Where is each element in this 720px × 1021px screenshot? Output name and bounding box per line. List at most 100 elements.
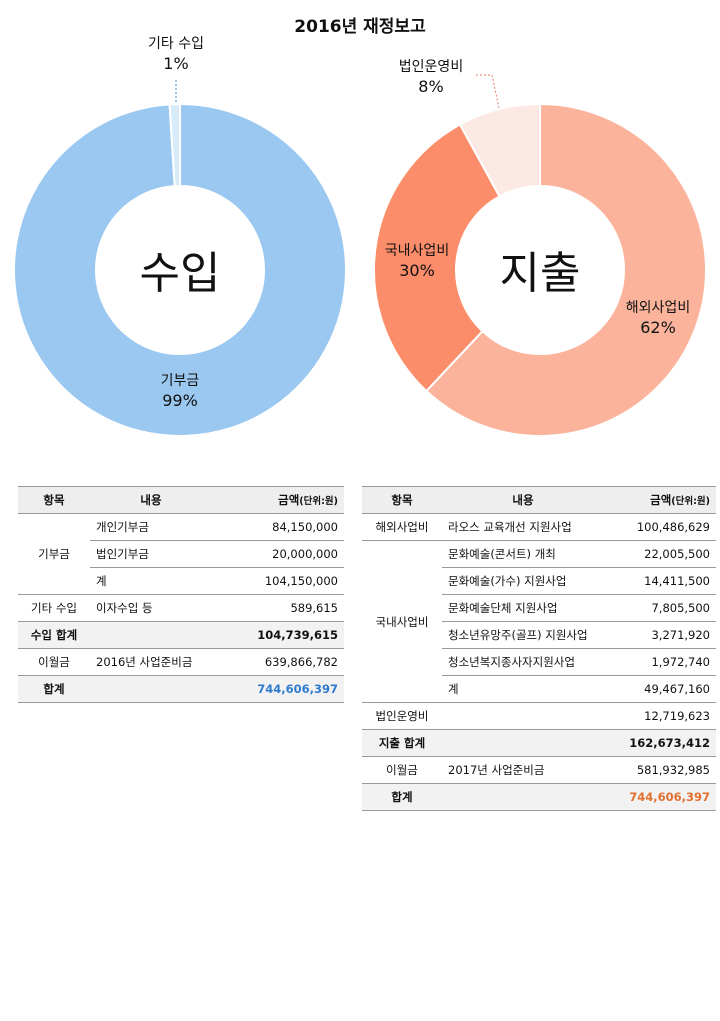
row-content: 2016년 사업준비금 — [90, 648, 212, 676]
slice-name-label: 기타 수입 — [148, 36, 204, 52]
row-amount: 20,000,000 — [212, 540, 344, 568]
table-row: 해외사업비 라오스 교육개선 지원사업 100,486,629 — [362, 513, 716, 541]
table-row: 계 49,467,160 — [362, 675, 716, 703]
subtotal-label: 수입 합계 — [18, 621, 90, 649]
row-content: 청소년유망주(골프) 지원사업 — [442, 621, 604, 649]
report-title: 2016년 재정보고 — [294, 17, 426, 37]
table-row: 이월금 2016년 사업준비금 639,866,782 — [18, 648, 344, 676]
row-content: 계 — [442, 675, 604, 703]
col-header-item: 항목 — [18, 486, 90, 514]
slice-name-label: 법인운영비 — [399, 59, 463, 75]
donut-slice-국내사업비 — [373, 123, 501, 393]
slice-pct-label: 8% — [418, 77, 443, 96]
subtotal-amount: 104,739,615 — [212, 621, 344, 649]
row-amount: 22,005,500 — [604, 540, 716, 568]
row-amount: 1,972,740 — [604, 648, 716, 676]
row-content: 계 — [90, 567, 212, 595]
row-amount: 581,932,985 — [604, 756, 716, 784]
row-amount: 589,615 — [212, 594, 344, 622]
table-row: 기부금 개인기부금 84,150,000 — [18, 513, 344, 595]
row-content: 2017년 사업준비금 — [442, 756, 604, 784]
row-amount: 14,411,500 — [604, 567, 716, 595]
table-row: 문화예술단체 지원사업 7,805,500 — [362, 594, 716, 622]
slice-name-label: 국내사업비 — [385, 243, 449, 259]
col-header-content: 내용 — [442, 486, 604, 514]
expense-leader-line — [476, 74, 500, 109]
total-label: 합계 — [362, 783, 442, 811]
overseas-item: 해외사업비 — [362, 513, 442, 541]
expense-subtotal-row: 지출 합계 162,673,412 — [362, 729, 716, 757]
row-content: 문화예술(가수) 지원사업 — [442, 567, 604, 595]
income-table: 항목 내용 금액(단위:원) 기부금 개인기부금 84,150,000 법인기부… — [18, 486, 344, 703]
expense-table: 항목 내용 금액(단위:원) 해외사업비 라오스 교육개선 지원사업 100,4… — [362, 486, 716, 811]
row-content: 법인기부금 — [90, 540, 212, 568]
row-content: 이자수입 등 — [90, 594, 212, 622]
row-content: 문화예술(콘서트) 개최 — [442, 540, 604, 568]
carry-item: 이월금 — [18, 648, 90, 676]
row-content: 라오스 교육개선 지원사업 — [442, 513, 604, 541]
total-label: 합계 — [18, 675, 90, 703]
slice-pct-label: 1% — [163, 54, 188, 73]
donut-slice-법인운영비 — [458, 102, 541, 198]
table-row: 청소년유망주(골프) 지원사업 3,271,920 — [362, 621, 716, 649]
col-header-amount: 금액(단위:원) — [212, 486, 344, 514]
donut-center-label: 지출 — [500, 248, 581, 299]
donut-slice-기부금 — [13, 102, 347, 437]
row-content: 청소년복지종사자지원사업 — [442, 648, 604, 676]
row-amount: 639,866,782 — [212, 648, 344, 676]
income-header-row: 항목 내용 금액(단위:원) — [18, 486, 344, 514]
table-row: 청소년복지종사자지원사업 1,972,740 — [362, 648, 716, 676]
expense-header-row: 항목 내용 금액(단위:원) — [362, 486, 716, 514]
domestic-item: 국내사업비 — [362, 540, 442, 703]
unit-label: (단위:원) — [671, 496, 710, 507]
row-amount: 49,467,160 — [604, 675, 716, 703]
total-empty — [442, 783, 604, 811]
slice-pct-label: 62% — [640, 318, 676, 337]
row-content — [442, 702, 604, 730]
donut-slice-기타 수입 — [168, 102, 181, 188]
amount-label: 금액 — [278, 493, 300, 507]
slice-name-label: 기부금 — [161, 373, 200, 389]
col-header-content: 내용 — [90, 486, 212, 514]
subtotal-empty — [90, 621, 212, 649]
row-amount: 100,486,629 — [604, 513, 716, 541]
row-content: 문화예술단체 지원사업 — [442, 594, 604, 622]
other-item: 기타 수입 — [18, 594, 90, 622]
income-total-amount: 744,606,397 — [212, 675, 344, 703]
table-row: 법인기부금 20,000,000 — [18, 540, 344, 568]
expense-total-amount: 744,606,397 — [604, 783, 716, 811]
subtotal-label: 지출 합계 — [362, 729, 442, 757]
row-content: 개인기부금 — [90, 513, 212, 541]
slice-pct-label: 99% — [162, 391, 198, 410]
table-row: 계 104,150,000 — [18, 567, 344, 595]
income-total-row: 합계 744,606,397 — [18, 675, 344, 703]
row-amount: 12,719,623 — [604, 702, 716, 730]
row-amount: 7,805,500 — [604, 594, 716, 622]
donation-item: 기부금 — [18, 513, 90, 595]
table-row: 기타 수입 이자수입 등 589,615 — [18, 594, 344, 622]
subtotal-amount: 162,673,412 — [604, 729, 716, 757]
income-subtotal-row: 수입 합계 104,739,615 — [18, 621, 344, 649]
subtotal-empty — [442, 729, 604, 757]
total-empty — [90, 675, 212, 703]
admin-item: 법인운영비 — [362, 702, 442, 730]
carry-item: 이월금 — [362, 756, 442, 784]
row-amount: 84,150,000 — [212, 513, 344, 541]
table-row: 법인운영비 12,719,623 — [362, 702, 716, 730]
unit-label: (단위:원) — [299, 496, 338, 507]
table-row: 국내사업비 문화예술(콘서트) 개최 22,005,500 — [362, 540, 716, 703]
slice-pct-label: 30% — [399, 261, 435, 280]
donut-slice-해외사업비 — [424, 102, 707, 437]
expense-total-row: 합계 744,606,397 — [362, 783, 716, 811]
col-header-item: 항목 — [362, 486, 442, 514]
table-row: 문화예술(가수) 지원사업 14,411,500 — [362, 567, 716, 595]
table-row: 이월금 2017년 사업준비금 581,932,985 — [362, 756, 716, 784]
slice-name-label: 해외사업비 — [626, 300, 690, 316]
donut-center-label: 수입 — [140, 248, 221, 299]
row-amount: 3,271,920 — [604, 621, 716, 649]
col-header-amount: 금액(단위:원) — [604, 486, 716, 514]
row-amount: 104,150,000 — [212, 567, 344, 595]
